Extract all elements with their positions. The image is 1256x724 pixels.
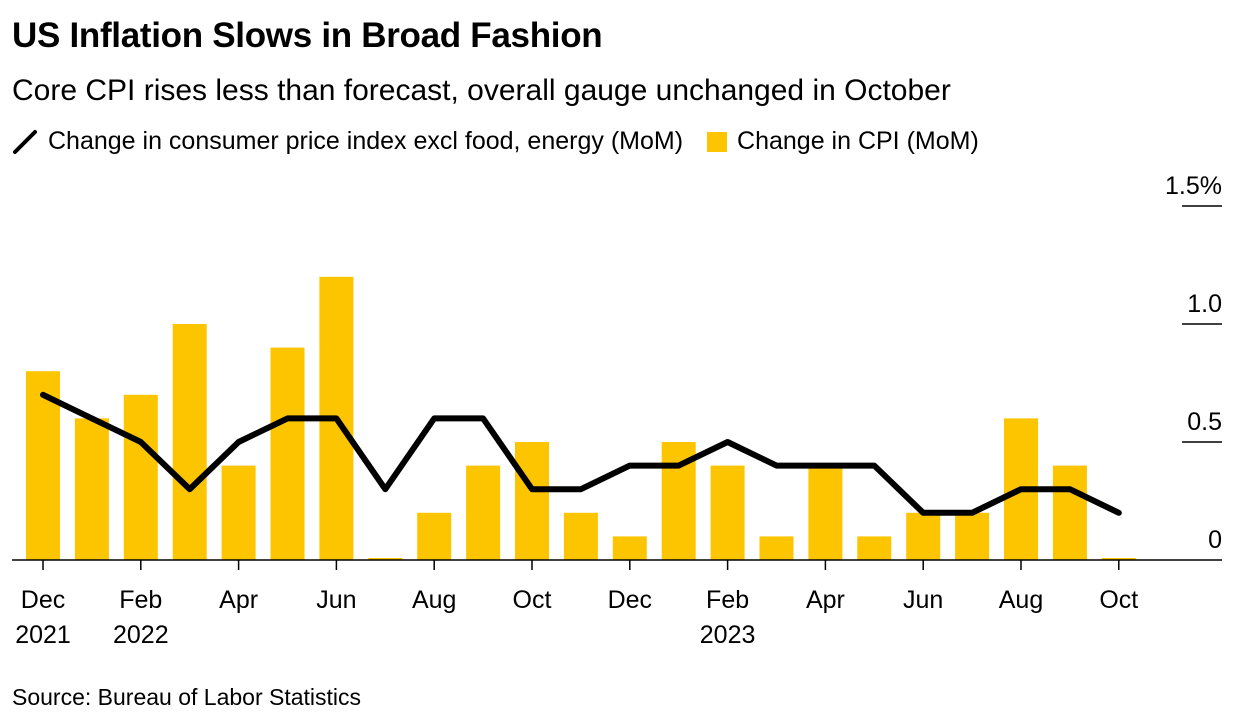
bar [955,512,990,560]
x-tick-year-label: 2022 [113,621,169,649]
bar-swatch-icon [707,131,728,152]
bar [417,512,452,560]
bar [1101,558,1136,560]
x-tick-label: Aug [999,586,1043,614]
x-tick-label: Apr [219,586,258,614]
line-swatch-icon [13,129,37,154]
x-tick-year-label: 2021 [15,621,71,649]
x-tick-label: Oct [513,586,552,614]
bar [563,512,598,560]
bar [172,324,207,560]
legend-label-cpi: Change in CPI (MoM) [737,127,979,155]
chart: 0 0.5 1.0 1.5% Dec 2021 Feb 2022 Apr Jun Aug Oct Dec… [12,172,1222,649]
bar [466,465,501,560]
bar [123,394,158,560]
bar [221,465,256,560]
bar [1052,465,1087,560]
source-note: Source: Bureau of Labor Statistics [12,684,362,710]
bar [612,536,647,560]
bar [515,442,549,560]
legend-item-core-cpi: Change in consumer price index excl food… [12,127,683,156]
bar [857,536,892,560]
y-tick-label: 0 [1208,526,1222,554]
x-tick-label: Aug [412,586,456,614]
x-tick-label: Dec [608,586,652,614]
bar [270,347,305,560]
chart-subtitle: Core CPI rises less than forecast, overa… [12,74,951,107]
bar [906,512,941,560]
y-tick-label: 1.5% [1165,172,1222,200]
x-tick-label: Jun [316,586,356,614]
bar [710,465,745,560]
legend-item-cpi: Change in CPI (MoM) [707,127,979,156]
x-tick-label: Apr [806,586,845,614]
x-tick-year-label: 2023 [700,621,756,649]
legend-label-core-cpi: Change in consumer price index excl food… [48,127,684,155]
y-tick-label: 1.0 [1187,290,1222,318]
bar [759,536,794,560]
x-tick-label: Dec [21,586,65,614]
y-tick-label: 0.5 [1187,408,1222,436]
x-tick-label: Jun [903,586,943,614]
bar [808,465,843,560]
bar [368,558,403,560]
chart-title: US Inflation Slows in Broad Fashion [12,16,603,55]
x-tick-label: Feb [706,586,749,614]
x-tick-label: Oct [1099,586,1138,614]
x-tick-label: Feb [119,586,162,614]
bar [74,418,109,560]
legend: Change in consumer price index excl food… [12,127,1003,156]
